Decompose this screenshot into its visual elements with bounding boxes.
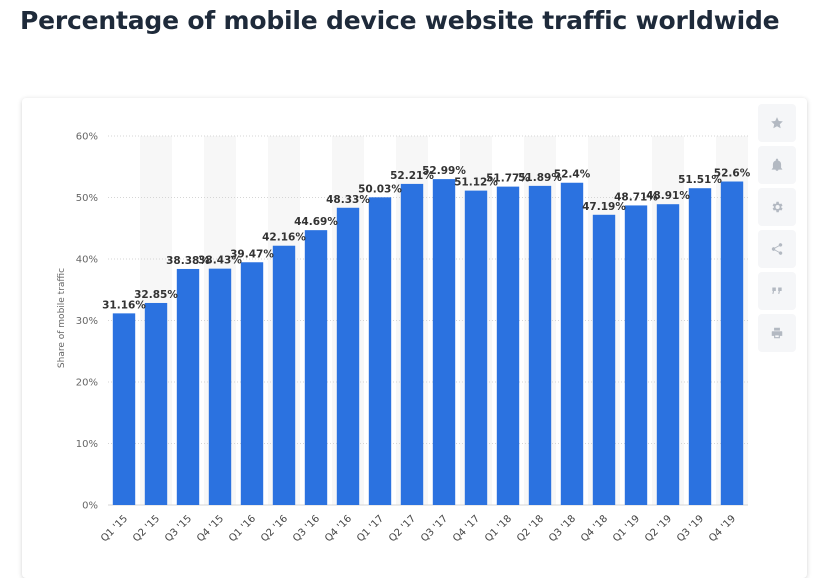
x-tick-label: Q1 '16	[227, 513, 258, 544]
bar-chart: 0%10%20%30%40%50%60% 31.16%32.85%38.38%3…	[57, 132, 751, 545]
data-label: 51.89%	[518, 172, 562, 184]
gear-icon	[772, 201, 783, 213]
x-tick-label: Q2 '16	[259, 513, 290, 544]
print-button[interactable]	[758, 314, 796, 352]
x-tick-label: Q2 '18	[515, 513, 546, 544]
bar[interactable]	[624, 205, 648, 505]
bar[interactable]	[240, 262, 264, 505]
y-tick-label: 0%	[82, 501, 98, 512]
y-axis-title: Share of mobile traffic	[57, 268, 67, 368]
bar[interactable]	[272, 245, 296, 505]
bar[interactable]	[528, 185, 552, 505]
data-label: 39.47%	[230, 248, 274, 260]
bar[interactable]	[176, 268, 200, 505]
x-tick-label: Q2 '17	[387, 513, 418, 544]
y-tick-label: 30%	[76, 316, 98, 327]
y-tick-label: 20%	[76, 378, 98, 389]
data-label: 48.91%	[646, 190, 690, 202]
data-label: 38.38%	[166, 255, 210, 267]
x-tick-label: Q3 '19	[675, 513, 706, 544]
data-label: 38.43%	[198, 255, 242, 267]
data-label: 42.16%	[262, 232, 306, 244]
bar[interactable]	[688, 188, 712, 505]
x-tick-label: Q2 '19	[643, 513, 674, 544]
y-tick-label: 60%	[76, 132, 98, 143]
data-label: 48.33%	[326, 194, 370, 206]
bar[interactable]	[400, 183, 424, 505]
bar[interactable]	[208, 268, 232, 505]
data-label: 44.69%	[294, 216, 338, 228]
x-tick-label: Q2 '15	[131, 513, 162, 544]
data-label: 50.03%	[358, 183, 402, 195]
bar[interactable]	[496, 186, 520, 505]
x-tick-label: Q3 '17	[419, 513, 450, 544]
data-label: 51.51%	[678, 174, 722, 186]
notification-button[interactable]	[758, 146, 796, 184]
bar[interactable]	[464, 190, 488, 505]
data-label: 51.12%	[454, 177, 498, 189]
x-tick-label: Q3 '16	[291, 513, 322, 544]
data-label: 32.85%	[134, 289, 178, 301]
x-tick-label: Q1 '18	[483, 513, 514, 544]
y-tick-label: 50%	[76, 193, 98, 204]
bar[interactable]	[336, 207, 360, 505]
bar[interactable]	[112, 313, 136, 505]
share-icon	[771, 243, 783, 255]
bar[interactable]	[144, 302, 168, 505]
x-tick-label: Q4 '16	[323, 513, 354, 544]
x-tick-label: Q1 '15	[99, 513, 130, 544]
bar[interactable]	[592, 214, 616, 505]
chart-toolbar	[758, 104, 796, 352]
y-tick-label: 10%	[76, 439, 98, 450]
x-tick-label: Q3 '15	[163, 513, 194, 544]
x-tick-label: Q4 '18	[579, 513, 610, 544]
print-icon	[771, 327, 783, 339]
bar[interactable]	[560, 182, 584, 505]
cite-button[interactable]	[758, 272, 796, 310]
bar[interactable]	[720, 181, 744, 505]
x-tick-label: Q3 '18	[547, 513, 578, 544]
data-label: 52.99%	[422, 165, 466, 177]
share-button[interactable]	[758, 230, 796, 268]
x-tick-label: Q4 '17	[451, 513, 482, 544]
bar[interactable]	[368, 197, 392, 505]
x-tick-label: Q1 '19	[611, 513, 642, 544]
data-label: 51.77%	[486, 173, 530, 185]
bar[interactable]	[656, 204, 680, 505]
x-tick-label: Q1 '17	[355, 513, 386, 544]
settings-button[interactable]	[758, 188, 796, 226]
quote-icon	[772, 287, 782, 294]
data-label: 52.4%	[554, 169, 591, 181]
y-tick-label: 40%	[76, 255, 98, 266]
favorite-button[interactable]	[758, 104, 796, 142]
x-tick-label: Q4 '19	[707, 513, 738, 544]
chart-card: 0% 10% 20% 30% 40% 50% 60% 31.16% 32.85% 38.38% 3…	[22, 98, 807, 578]
x-tick-label: Q4 '15	[195, 513, 226, 544]
data-label: 52.21%	[390, 170, 434, 182]
data-label: 52.6%	[714, 168, 751, 180]
data-label: 47.19%	[582, 201, 626, 213]
data-label: 31.16%	[102, 299, 146, 311]
bar[interactable]	[304, 230, 328, 505]
star-icon	[771, 117, 783, 129]
page-title: Percentage of mobile device website traf…	[20, 6, 780, 35]
bar[interactable]	[432, 179, 456, 505]
bell-icon	[771, 158, 783, 171]
data-label: 48.71%	[614, 191, 658, 203]
